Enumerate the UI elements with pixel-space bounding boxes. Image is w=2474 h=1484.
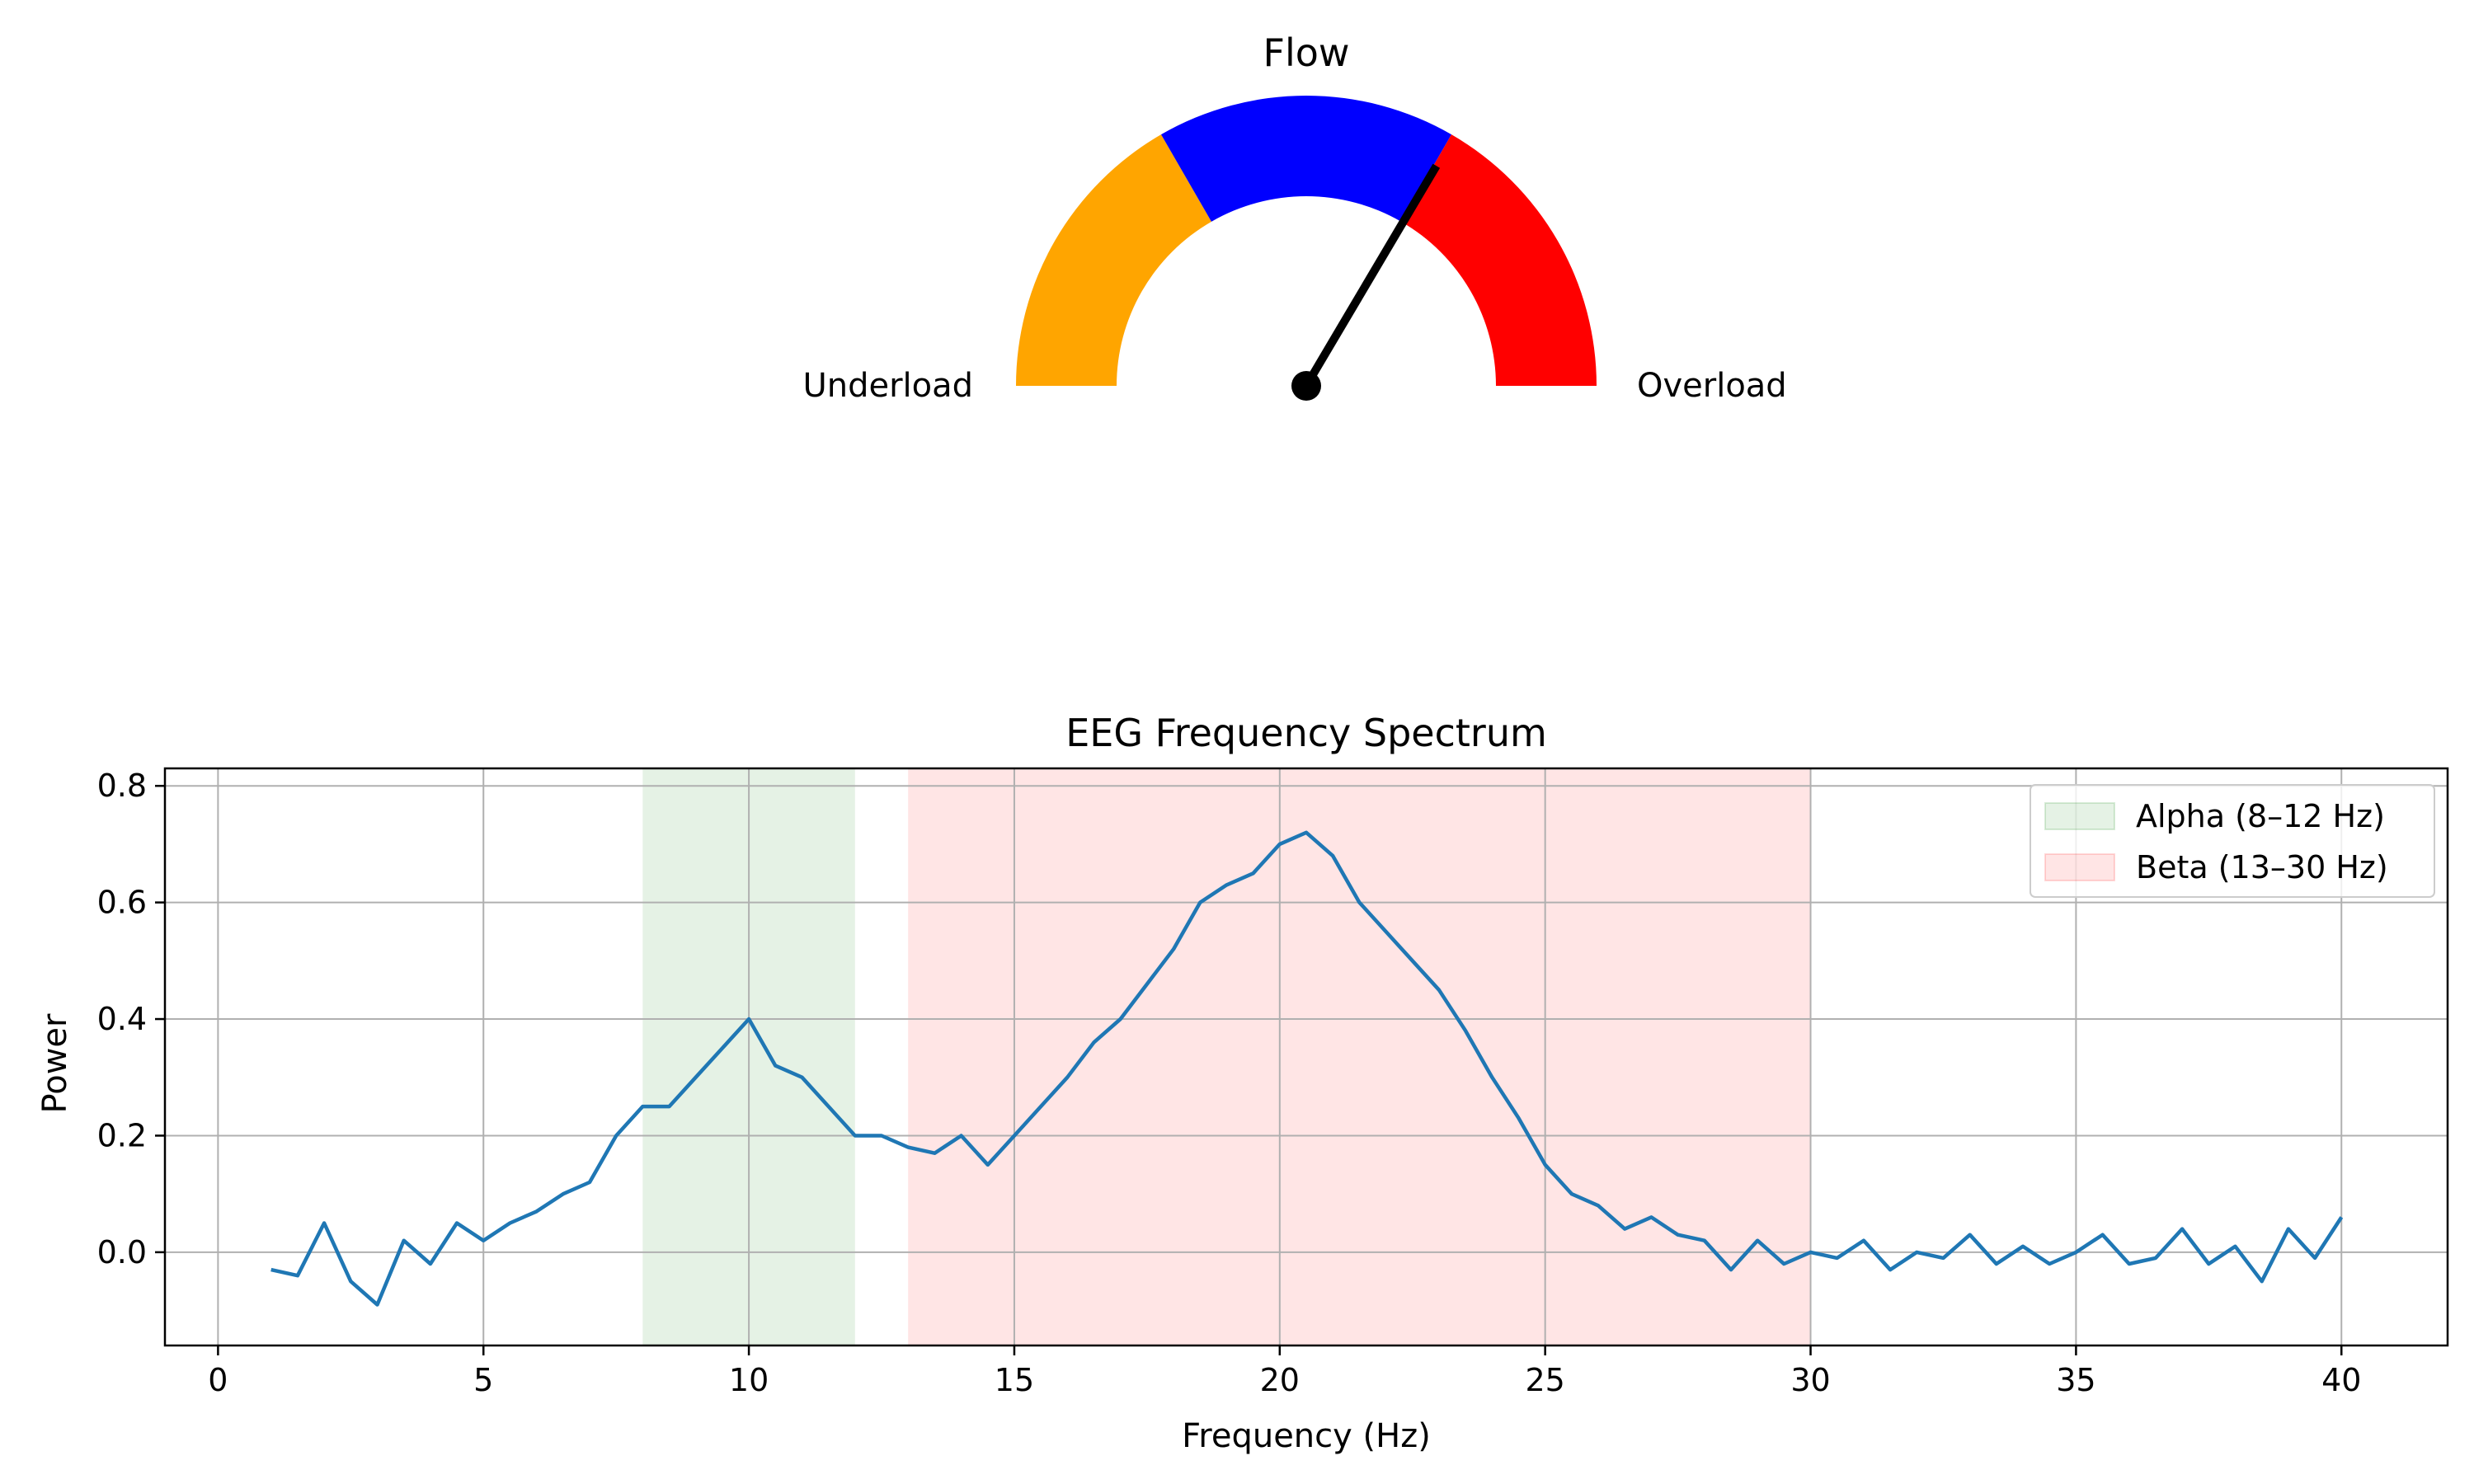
x-tick-label-4: 20 (1260, 1362, 1300, 1398)
x-tick-label-8: 40 (2321, 1362, 2361, 1398)
spectrum-chart: EEG Frequency Spectrum 0 5 10 15 20 25 30 35 40 … (36, 711, 2449, 1455)
gauge-hub (1291, 371, 1321, 401)
gauge-right-label: Overload (1637, 367, 1787, 405)
power-series-line (270, 830, 2344, 1307)
x-tick-label-2: 10 (729, 1362, 769, 1398)
y-tick-label-4: 0.8 (97, 768, 147, 804)
y-tick-label-1: 0.2 (97, 1117, 147, 1153)
band-1 (908, 768, 1811, 1345)
legend-label-1: Beta (13–30 Hz) (2136, 849, 2388, 885)
flow-gauge: Flow Underload Overload (802, 31, 1786, 405)
gauge-segment-0 (1016, 134, 1211, 386)
gauge-segment-2 (1401, 134, 1597, 386)
axes-frame (163, 767, 2449, 1347)
legend: Alpha (8–12 Hz) Beta (13–30 Hz) (2030, 784, 2435, 898)
x-tick-label-7: 35 (2056, 1362, 2095, 1398)
y-axis-label: Power (36, 1013, 74, 1113)
y-tick-label-3: 0.6 (97, 885, 147, 921)
gauge-left-label: Underload (802, 367, 973, 405)
x-tick-label-5: 25 (1525, 1362, 1564, 1398)
x-tick-label-0: 0 (208, 1362, 228, 1398)
gauge-segments (1016, 95, 1597, 386)
x-tick-label-3: 15 (995, 1362, 1034, 1398)
gauge-title: Flow (1263, 31, 1349, 75)
y-tick-label-0: 0.0 (97, 1234, 147, 1270)
legend-label-0: Alpha (8–12 Hz) (2136, 798, 2385, 834)
y-ticks: 0.0 0.2 0.4 0.6 0.8 (97, 768, 165, 1270)
x-tick-label-6: 30 (1790, 1362, 1830, 1398)
legend-swatch-0 (2044, 802, 2115, 830)
frequency-bands (642, 768, 1811, 1345)
y-tick-label-2: 0.4 (97, 1001, 147, 1037)
legend-swatch-1 (2044, 853, 2115, 881)
gauge-needle (1302, 163, 1441, 388)
gauge-segment-1 (1160, 95, 1452, 222)
x-ticks: 0 5 10 15 20 25 30 35 40 (208, 1345, 2361, 1398)
x-axis-label: Frequency (Hz) (1182, 1417, 1431, 1455)
grid (165, 768, 2448, 1345)
legend-box (2030, 784, 2435, 898)
spectrum-title: EEG Frequency Spectrum (1065, 711, 1547, 755)
x-tick-label-1: 5 (473, 1362, 493, 1398)
